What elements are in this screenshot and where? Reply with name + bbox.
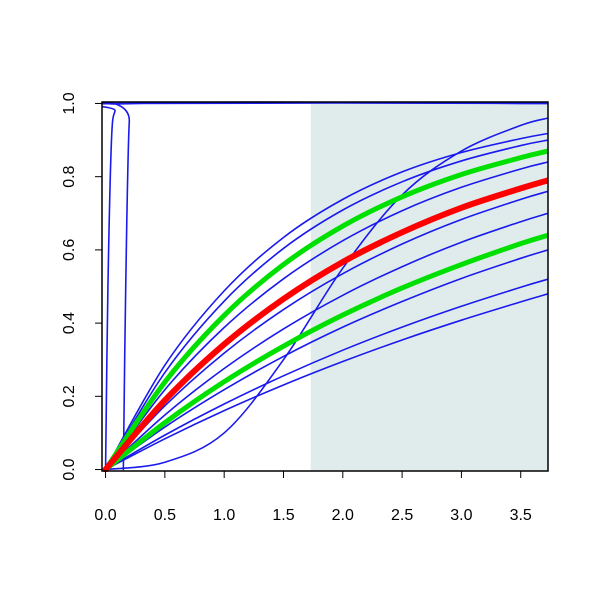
x-tick-label: 0.5 bbox=[154, 507, 176, 524]
x-tick-label: 0.0 bbox=[94, 507, 116, 524]
plot-frame bbox=[101, 101, 549, 472]
curve bbox=[104, 278, 548, 471]
y-tick-label: 0.0 bbox=[61, 458, 78, 480]
curve bbox=[104, 117, 548, 471]
curve bbox=[104, 249, 548, 471]
x-tick-label: 2.5 bbox=[391, 507, 413, 524]
curve bbox=[104, 212, 548, 471]
x-tick-label: 1.0 bbox=[213, 507, 235, 524]
x-tick-label: 3.0 bbox=[450, 507, 472, 524]
y-tick-label: 0.4 bbox=[61, 312, 78, 334]
curve bbox=[104, 190, 548, 471]
x-tick-label: 1.5 bbox=[272, 507, 294, 524]
x-tick-label: 2.0 bbox=[332, 507, 354, 524]
y-tick-label: 0.8 bbox=[61, 165, 78, 187]
curve bbox=[102, 177, 548, 472]
curve bbox=[103, 148, 548, 472]
x-tick-label: 3.5 bbox=[510, 507, 532, 524]
y-tick-label: 1.0 bbox=[61, 92, 78, 114]
plot-lines bbox=[102, 101, 548, 472]
y-tick-label: 0.2 bbox=[61, 385, 78, 407]
curve bbox=[104, 293, 548, 471]
curve bbox=[103, 232, 548, 472]
curve bbox=[104, 132, 548, 471]
curve bbox=[104, 161, 548, 471]
y-tick-label: 0.6 bbox=[61, 239, 78, 261]
curve bbox=[104, 139, 548, 471]
